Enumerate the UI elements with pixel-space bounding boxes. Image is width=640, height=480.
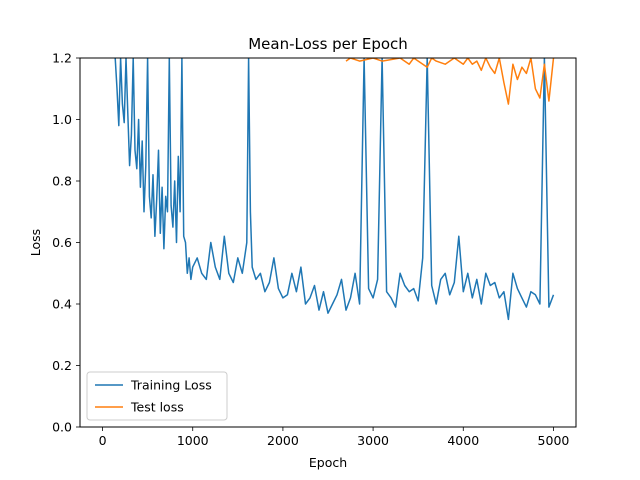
legend-label-test-loss: Test loss: [130, 400, 184, 415]
y-tick-label: 0.4: [52, 297, 72, 312]
series-layer: [114, 58, 555, 321]
legend-label-training-loss: Training Loss: [130, 378, 212, 393]
series-line-training-loss: [114, 58, 555, 321]
y-tick-label: 0.2: [52, 358, 72, 373]
x-axis-label: Epoch: [309, 455, 347, 470]
y-axis-label: Loss: [28, 229, 43, 256]
x-axis: 0 1000 2000 3000 4000 5000: [99, 427, 570, 448]
y-tick-label: 0.0: [52, 420, 72, 435]
legend-box: [86, 371, 228, 421]
x-tick-label: 1000: [177, 433, 209, 448]
y-tick-label: 1.2: [52, 51, 72, 66]
series-line-test-loss: [345, 58, 555, 105]
chart-title: Mean-Loss per Epoch: [248, 35, 408, 53]
y-axis: 0.0 0.2 0.4 0.6 0.8 1.0 1.2: [52, 51, 80, 435]
legend: Training Loss Test loss: [86, 371, 228, 421]
y-tick-label: 1.0: [52, 112, 72, 127]
x-tick-label: 0: [99, 433, 107, 448]
x-tick-label: 4000: [447, 433, 479, 448]
x-tick-label: 3000: [357, 433, 389, 448]
x-tick-label: 5000: [538, 433, 570, 448]
x-tick-label: 2000: [267, 433, 299, 448]
y-tick-label: 0.8: [52, 174, 72, 189]
y-tick-label: 0.6: [52, 235, 72, 250]
